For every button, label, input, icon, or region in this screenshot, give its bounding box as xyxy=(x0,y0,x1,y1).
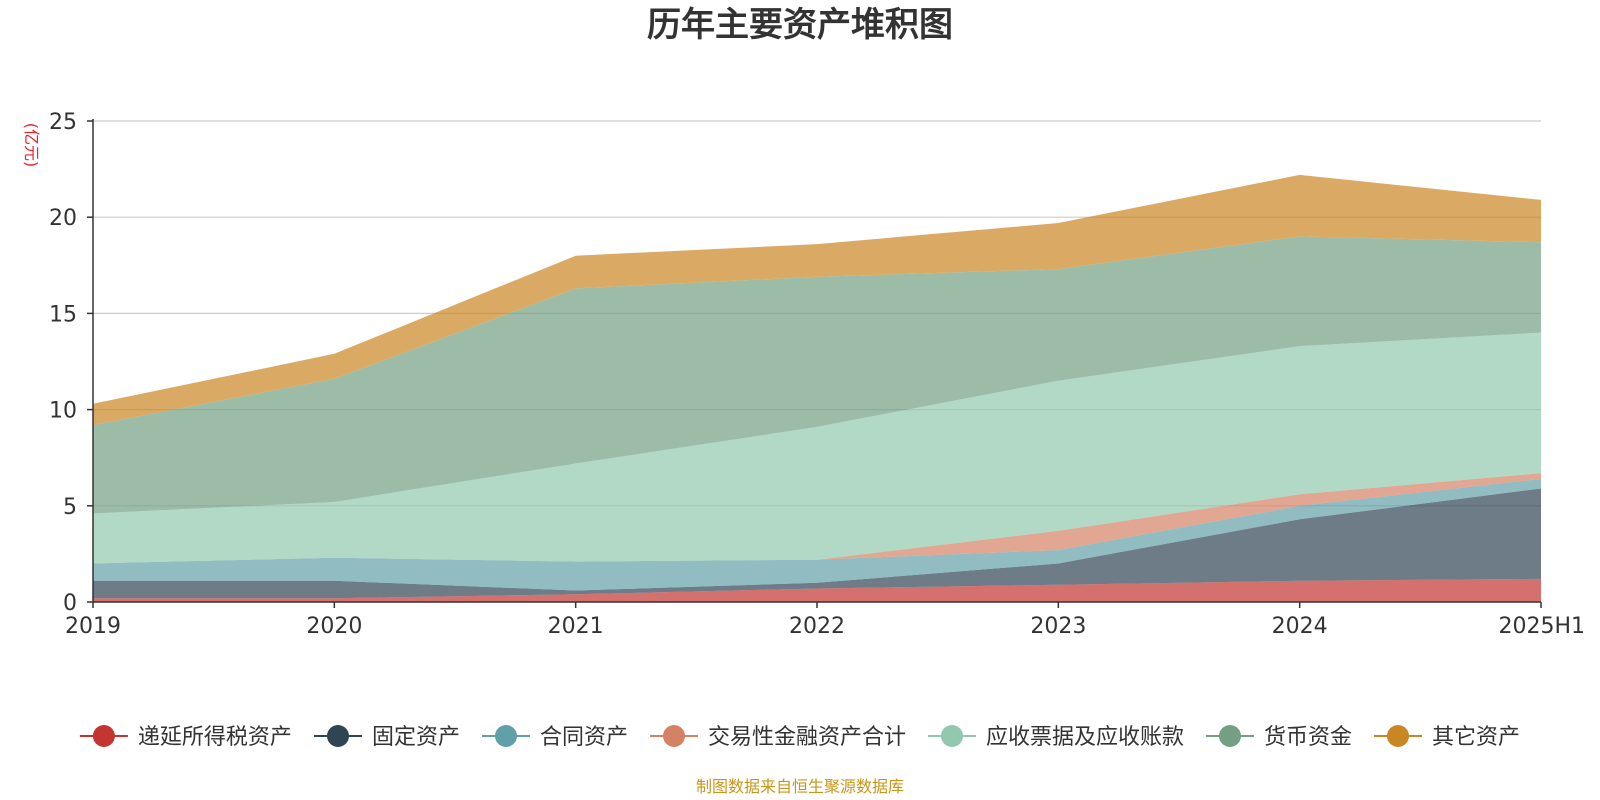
legend-label: 合同资产 xyxy=(540,725,628,750)
y-axis-unit-label: (亿元) xyxy=(22,123,41,168)
area-series-5 xyxy=(93,236,1541,514)
legend-label: 固定资产 xyxy=(372,725,460,750)
legend-marker xyxy=(1387,725,1409,747)
legend-label: 交易性金融资产合计 xyxy=(708,725,906,750)
area-series-4 xyxy=(93,332,1541,564)
legend-item-4: 应收票据及应收账款 xyxy=(928,725,1184,750)
y-tick-label: 15 xyxy=(49,302,77,327)
legend-marker xyxy=(941,725,963,747)
x-tick-label: 2020 xyxy=(306,614,362,639)
y-tick-label: 5 xyxy=(63,495,77,520)
legend-label: 其它资产 xyxy=(1432,725,1520,750)
legend-marker xyxy=(663,725,685,747)
area-layer xyxy=(93,174,1541,602)
legend-marker xyxy=(1219,725,1241,747)
legend-item-6: 其它资产 xyxy=(1374,725,1520,750)
chart-title: 历年主要资产堆积图 xyxy=(647,5,953,45)
legend-marker xyxy=(327,725,349,747)
area-series-2 xyxy=(93,478,1541,591)
legend-marker xyxy=(92,725,115,747)
source-note: 制图数据来自恒生聚源数据库 xyxy=(696,777,904,796)
axis-layer: 0 5 10 15 20 25 2019 2020 2021 2022 2023 2024 2025H1 xyxy=(49,110,1585,639)
y-tick-label: 0 xyxy=(63,591,77,616)
x-tick-label: 2022 xyxy=(789,614,845,639)
legend-item-3: 交易性金融资产合计 xyxy=(650,725,906,750)
x-tick-label: 2024 xyxy=(1272,614,1328,639)
y-tick-label: 10 xyxy=(49,399,77,424)
legend-label: 货币资金 xyxy=(1264,725,1352,750)
legend-item-0: 递延所得税资产 xyxy=(79,725,292,750)
y-tick-label: 20 xyxy=(49,206,77,231)
x-tick-label: 2025H1 xyxy=(1498,614,1585,639)
legend-item-5: 货币资金 xyxy=(1206,725,1352,750)
area-series-1 xyxy=(93,488,1541,599)
legend: 递延所得税资产 固定资产 合同资产 交易性金融资产合计 应收票据及应收账款 货币资金 其它资… xyxy=(79,725,1520,750)
legend-marker xyxy=(495,725,517,747)
x-tick-label: 2023 xyxy=(1030,614,1086,639)
legend-label: 应收票据及应收账款 xyxy=(986,725,1184,750)
y-tick-label: 25 xyxy=(49,110,77,135)
area-series-0 xyxy=(93,578,1541,602)
legend-label: 递延所得税资产 xyxy=(138,725,292,750)
area-series-6 xyxy=(93,174,1541,425)
x-tick-label: 2021 xyxy=(548,614,604,639)
x-tick-label: 2019 xyxy=(65,614,121,639)
legend-item-2: 合同资产 xyxy=(482,725,628,750)
legend-item-1: 固定资产 xyxy=(314,725,460,750)
